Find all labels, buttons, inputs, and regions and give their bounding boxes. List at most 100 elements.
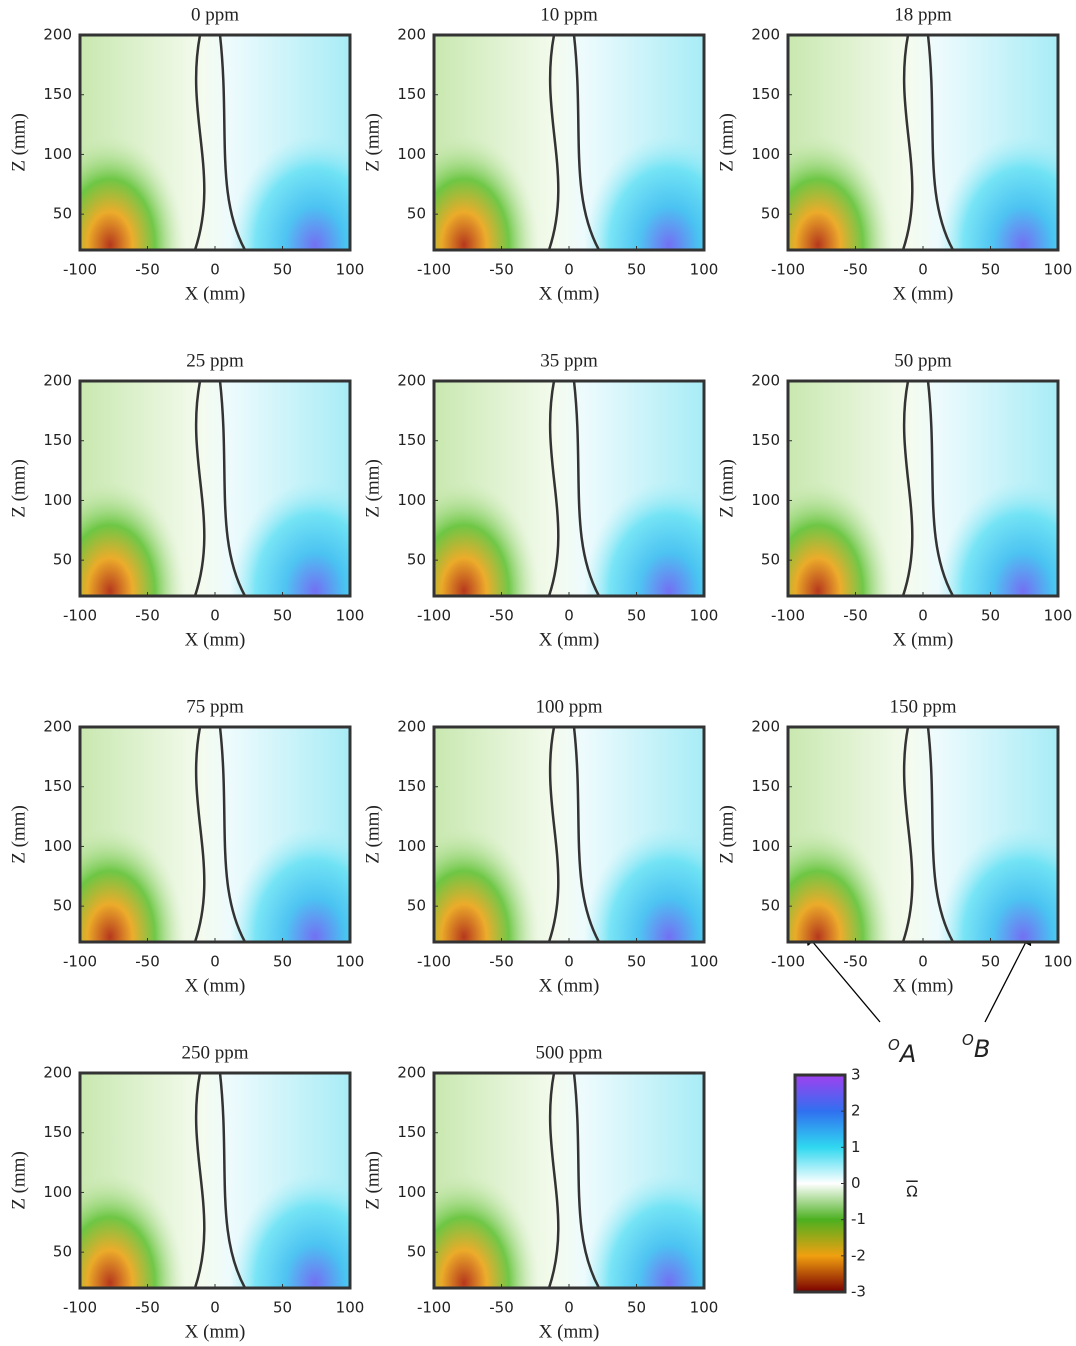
annotation-text: O [962, 1031, 974, 1049]
y-axis-label: Z (mm) [716, 805, 737, 864]
y-tick-label: 50 [53, 205, 72, 223]
field-blob [788, 827, 893, 942]
contour [193, 727, 206, 942]
x-tick-label: 100 [336, 1299, 365, 1317]
x-tick-label: 50 [981, 607, 1000, 625]
x-tick-label: 100 [336, 953, 365, 971]
field-blob [230, 481, 350, 596]
colorbar-tick-label: -2 [851, 1246, 866, 1264]
contour [926, 727, 955, 942]
x-tick-label: -50 [135, 953, 160, 971]
y-axis-label: Z (mm) [8, 113, 29, 172]
contour [901, 35, 914, 250]
contour [218, 1073, 247, 1288]
colorbar-tick-label: 1 [851, 1138, 861, 1156]
y-tick-label: 150 [43, 1123, 72, 1141]
x-tick-label: 100 [690, 1299, 719, 1317]
y-tick-label: 150 [397, 431, 426, 449]
y-axis-label: Z (mm) [362, 805, 383, 864]
x-tick-label: 100 [1044, 261, 1073, 279]
y-axis-label: Z (mm) [8, 1151, 29, 1210]
x-axis-label: X (mm) [893, 975, 954, 996]
x-tick-label: 0 [918, 261, 928, 279]
panel-title: 75 ppm [186, 696, 244, 717]
x-axis-label: X (mm) [185, 975, 246, 996]
y-tick-label: 50 [761, 205, 780, 223]
contour [547, 727, 560, 942]
x-tick-label: 0 [210, 953, 220, 971]
x-tick-label: -100 [63, 953, 97, 971]
x-tick-label: 50 [981, 261, 1000, 279]
x-tick-label: -50 [135, 1299, 160, 1317]
x-tick-label: -100 [771, 607, 805, 625]
annotation-arrow [804, 932, 881, 1023]
x-axis-label: X (mm) [539, 629, 600, 650]
x-tick-label: 50 [273, 953, 292, 971]
x-tick-label: -50 [135, 607, 160, 625]
y-tick-label: 50 [53, 551, 72, 569]
colorbar-label: Ω [906, 1183, 917, 1201]
y-tick-label: 50 [407, 205, 426, 223]
panel-title: 50 ppm [894, 350, 952, 371]
x-tick-label: -100 [771, 261, 805, 279]
y-tick-label: 150 [397, 1123, 426, 1141]
y-tick-label: 150 [43, 777, 72, 795]
field-blob [584, 481, 704, 596]
x-tick-label: 0 [564, 953, 574, 971]
x-tick-label: -100 [417, 953, 451, 971]
field-blob [230, 135, 350, 250]
annotation-subscript: A [898, 1040, 916, 1068]
x-tick-label: 0 [564, 607, 574, 625]
contour [901, 381, 914, 596]
field-blob [584, 827, 704, 942]
y-tick-label: 50 [407, 897, 426, 915]
colorbar-tick-label: -1 [851, 1210, 866, 1228]
x-tick-label: 0 [210, 607, 220, 625]
x-tick-label: -100 [771, 953, 805, 971]
colorbar [793, 1073, 847, 1294]
x-tick-label: 0 [210, 261, 220, 279]
annotation-text: O [888, 1036, 900, 1054]
field-blob [938, 827, 1058, 942]
contour [901, 727, 914, 942]
contour [547, 35, 560, 250]
x-tick-label: 50 [627, 1299, 646, 1317]
x-tick-label: 100 [690, 953, 719, 971]
field-blob [938, 481, 1058, 596]
y-tick-label: 100 [397, 837, 426, 855]
y-tick-label: 200 [751, 718, 780, 736]
y-tick-label: 100 [397, 145, 426, 163]
contour [218, 727, 247, 942]
y-tick-label: 200 [751, 372, 780, 390]
contour [572, 1073, 601, 1288]
y-tick-label: 100 [43, 837, 72, 855]
contour [218, 35, 247, 250]
panel-title: 0 ppm [191, 4, 239, 25]
y-tick-label: 50 [53, 1243, 72, 1261]
x-tick-label: -50 [843, 261, 868, 279]
y-tick-label: 100 [751, 145, 780, 163]
y-tick-label: 50 [761, 551, 780, 569]
y-tick-label: 50 [407, 1243, 426, 1261]
y-tick-label: 50 [761, 897, 780, 915]
y-tick-label: 150 [43, 85, 72, 103]
contour [547, 1073, 560, 1288]
x-tick-label: 50 [627, 953, 646, 971]
field [788, 35, 1058, 250]
x-tick-label: -50 [135, 261, 160, 279]
x-tick-label: -100 [63, 261, 97, 279]
x-tick-label: 100 [1044, 607, 1073, 625]
y-tick-label: 150 [43, 431, 72, 449]
y-tick-label: 150 [751, 777, 780, 795]
y-tick-label: 200 [43, 718, 72, 736]
field-blob [584, 1173, 704, 1288]
contour [193, 1073, 206, 1288]
x-tick-label: 100 [336, 261, 365, 279]
annotation-arrow [984, 931, 1032, 1023]
x-tick-label: -100 [417, 607, 451, 625]
x-tick-label: 0 [210, 1299, 220, 1317]
field [80, 381, 350, 596]
x-tick-label: -50 [489, 607, 514, 625]
field [80, 727, 350, 942]
colorbar-tick-label: 0 [851, 1174, 861, 1192]
